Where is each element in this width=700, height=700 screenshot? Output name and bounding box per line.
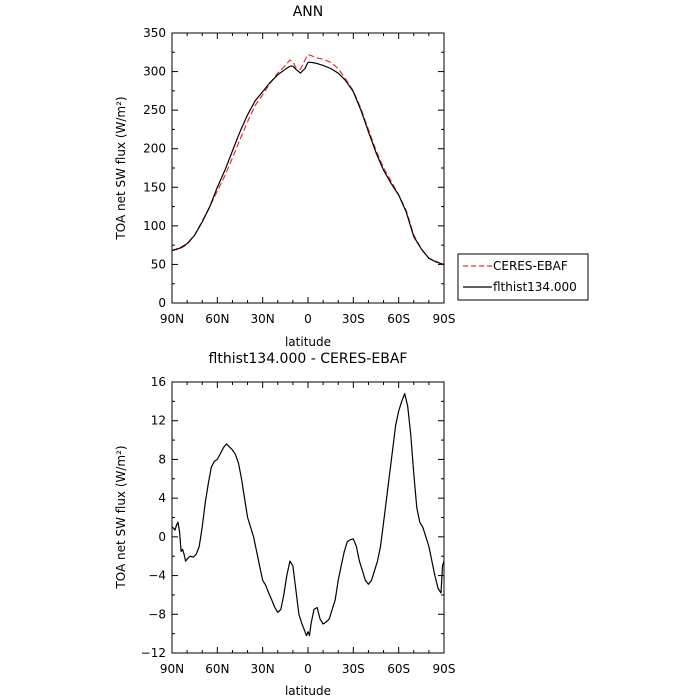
top-series-line-ceres-ebaf xyxy=(171,54,445,267)
bottom-ytick-label: 16 xyxy=(151,375,166,389)
bottom-xtick-label: 60N xyxy=(205,662,229,676)
bottom-xtick-label: 90N xyxy=(160,662,184,676)
bottom-ytick-label: 0 xyxy=(158,530,166,544)
top-ytick-label: 0 xyxy=(158,296,166,310)
bottom-chart-ylabel: TOA net SW flux (W/m²) xyxy=(114,445,128,589)
bottom-ytick-label: 4 xyxy=(158,491,166,505)
top-xtick-label: 30N xyxy=(251,312,275,326)
bottom-ytick-label: −8 xyxy=(148,607,166,621)
top-ytick-label: 200 xyxy=(143,142,166,156)
bottom-chart: flthist134.000 - CERES-EBAF 90N 60N 30N 0 30… xyxy=(114,351,455,698)
bottom-chart-xlabel: latitude xyxy=(285,684,331,698)
top-chart-ticks: 90N 60N 30N 0 30S 60S 90S 0 50 100 150 200 250 300 350 xyxy=(143,26,455,326)
bottom-series-line-0 xyxy=(171,393,445,637)
bottom-ytick-label: 8 xyxy=(158,452,166,466)
top-chart-series xyxy=(171,54,445,267)
top-chart-xlabel: latitude xyxy=(285,335,331,349)
legend-label-flthist: flthist134.000 xyxy=(493,280,577,294)
top-xtick-label: 90N xyxy=(160,312,184,326)
top-xtick-label: 0 xyxy=(304,312,312,326)
bottom-xtick-label: 30N xyxy=(251,662,275,676)
bottom-xtick-label: 30S xyxy=(342,662,365,676)
top-ytick-label: 50 xyxy=(151,257,166,271)
top-chart-title: ANN xyxy=(293,4,324,20)
bottom-xtick-label: 0 xyxy=(304,662,312,676)
top-ytick-label: 300 xyxy=(143,65,166,79)
top-xtick-label: 30S xyxy=(342,312,365,326)
top-plot-frame xyxy=(171,32,445,304)
bottom-chart-title: flthist134.000 - CERES-EBAF xyxy=(209,351,408,367)
top-ytick-label: 250 xyxy=(143,103,166,117)
top-xtick-label: 90S xyxy=(433,312,456,326)
legend: CERES-EBAF flthist134.000 xyxy=(457,253,589,301)
top-ytick-label: 150 xyxy=(143,180,166,194)
bottom-ytick-label: 12 xyxy=(151,414,166,428)
bottom-ytick-label: −4 xyxy=(148,569,166,583)
bottom-chart-ticks: 90N 60N 30N 0 30S 60S 90S −12 −8 −4 0 4 8 12 16 xyxy=(141,375,456,676)
legend-label-ceres-ebaf: CERES-EBAF xyxy=(493,259,568,273)
bottom-ytick-label: −12 xyxy=(141,646,166,660)
bottom-chart-series xyxy=(171,393,445,637)
bottom-xtick-label: 60S xyxy=(387,662,410,676)
legend-box xyxy=(457,253,589,301)
top-series-line-flthist134-000 xyxy=(171,61,445,265)
bottom-xtick-label: 90S xyxy=(433,662,456,676)
bottom-plot-frame xyxy=(171,381,445,654)
top-ytick-label: 350 xyxy=(143,26,166,40)
top-chart-ylabel: TOA net SW flux (W/m²) xyxy=(114,96,128,240)
top-chart: ANN 90N 60N 30N 0 30S 60S 90S 0 50 100 150 200 250 30… xyxy=(114,4,589,349)
top-xtick-label: 60S xyxy=(387,312,410,326)
top-ytick-label: 100 xyxy=(143,219,166,233)
top-xtick-label: 60N xyxy=(205,312,229,326)
